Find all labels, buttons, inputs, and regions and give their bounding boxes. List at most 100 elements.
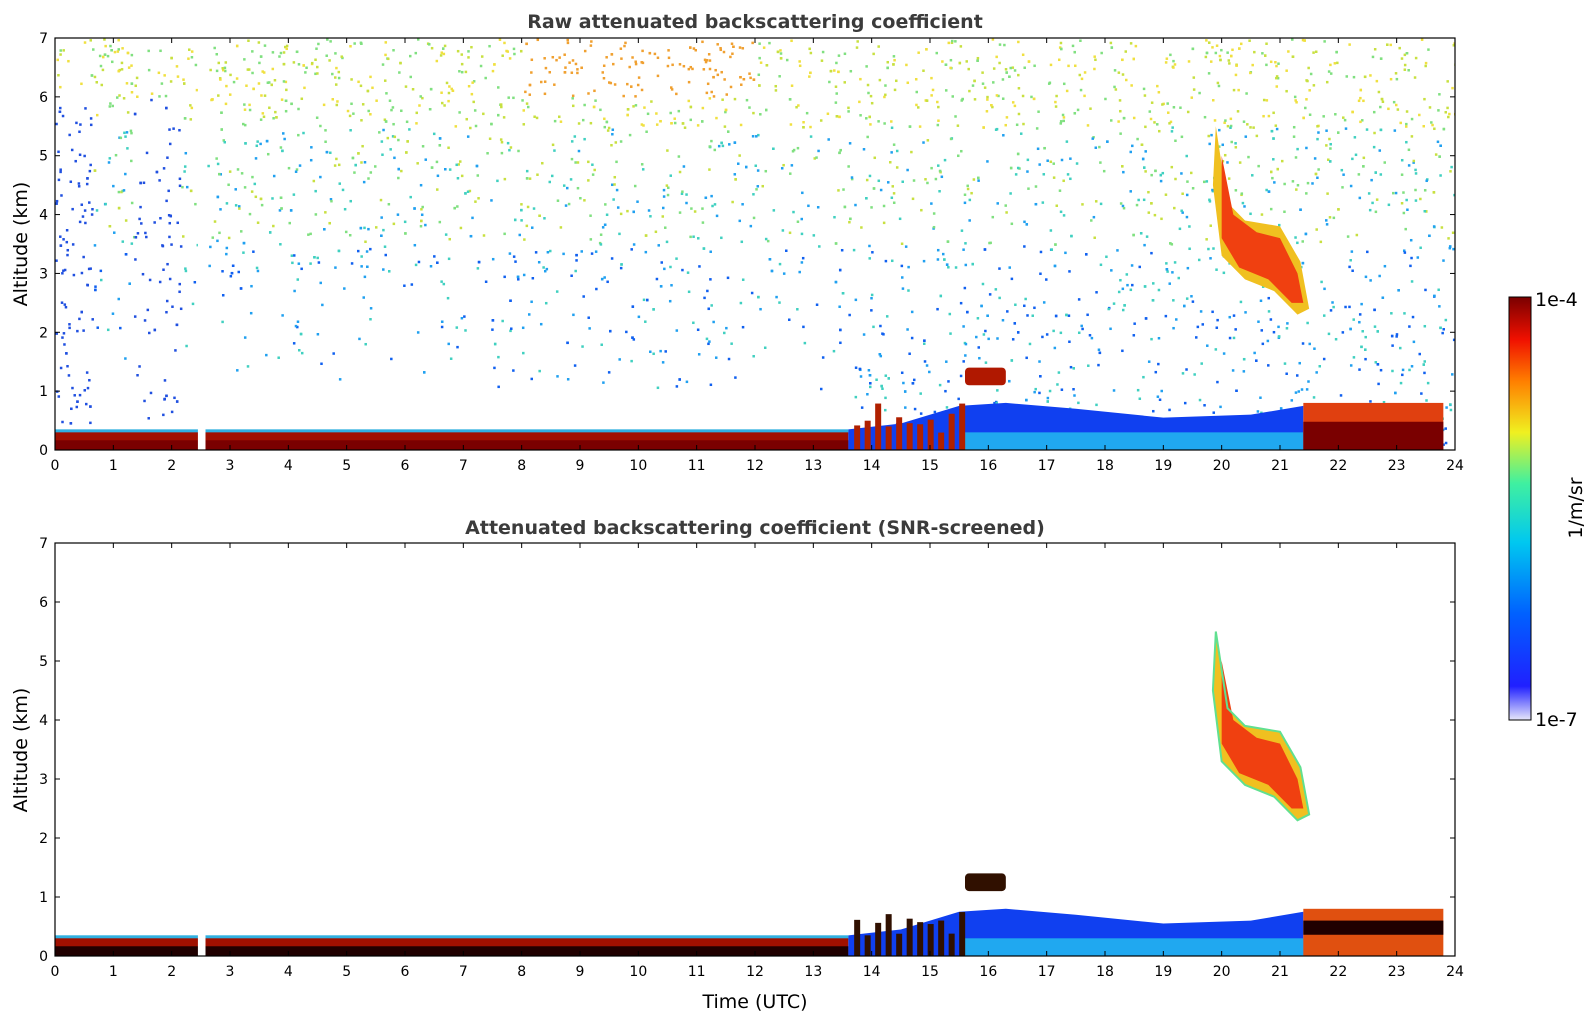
noise-pixel bbox=[1267, 364, 1270, 367]
noise-pixel bbox=[1236, 110, 1240, 113]
noise-pixel bbox=[59, 53, 62, 56]
noise-pixel bbox=[893, 58, 896, 62]
noise-pixel bbox=[1205, 51, 1209, 55]
noise-pixel bbox=[1244, 135, 1248, 138]
noise-pixel bbox=[938, 383, 942, 387]
noise-pixel bbox=[726, 130, 730, 133]
noise-pixel bbox=[774, 84, 778, 88]
noise-pixel bbox=[91, 207, 94, 211]
noise-pixel bbox=[947, 41, 951, 45]
noise-pixel bbox=[537, 260, 541, 264]
noise-pixel bbox=[313, 256, 316, 259]
noise-pixel bbox=[1334, 113, 1337, 116]
noise-pixel bbox=[1183, 304, 1186, 308]
noise-pixel bbox=[94, 288, 97, 292]
noise-pixel bbox=[662, 188, 666, 192]
y-tick-label: 0 bbox=[39, 443, 48, 459]
noise-pixel bbox=[1371, 201, 1374, 205]
noise-pixel bbox=[1307, 66, 1310, 70]
noise-pixel bbox=[1410, 280, 1414, 283]
noise-pixel bbox=[349, 129, 352, 132]
noise-pixel bbox=[908, 125, 912, 128]
noise-pixel bbox=[1080, 324, 1083, 328]
noise-pixel bbox=[1023, 245, 1026, 248]
noise-pixel bbox=[1033, 390, 1036, 394]
noise-pixel bbox=[1087, 364, 1090, 367]
noise-pixel bbox=[809, 71, 812, 75]
noise-pixel bbox=[1357, 99, 1361, 103]
noise-pixel bbox=[314, 213, 318, 216]
noise-pixel bbox=[867, 91, 870, 95]
noise-pixel bbox=[1428, 106, 1432, 109]
noise-pixel bbox=[223, 69, 227, 73]
noise-pixel bbox=[1119, 278, 1122, 282]
noise-pixel bbox=[1316, 125, 1319, 128]
noise-pixel bbox=[1129, 190, 1132, 193]
noise-pixel bbox=[640, 88, 644, 92]
y-tick-label: 5 bbox=[39, 149, 48, 165]
noise-pixel bbox=[1393, 129, 1397, 132]
noise-pixel bbox=[330, 199, 333, 203]
noise-pixel bbox=[280, 207, 283, 210]
noise-pixel bbox=[316, 256, 319, 260]
noise-pixel bbox=[522, 123, 526, 126]
noise-pixel bbox=[642, 298, 646, 302]
noise-pixel bbox=[1008, 266, 1011, 269]
noise-pixel bbox=[60, 301, 64, 304]
night-layer-lower bbox=[965, 938, 1304, 956]
noise-pixel bbox=[243, 103, 246, 106]
noise-pixel bbox=[523, 238, 526, 241]
noise-pixel bbox=[143, 319, 147, 322]
noise-pixel bbox=[297, 63, 301, 66]
noise-pixel bbox=[1408, 325, 1411, 328]
noise-pixel bbox=[1212, 99, 1215, 102]
noise-pixel bbox=[362, 180, 366, 184]
noise-pixel bbox=[655, 123, 659, 126]
noise-pixel bbox=[84, 221, 87, 225]
noise-pixel bbox=[284, 109, 288, 113]
noise-pixel bbox=[1172, 299, 1175, 302]
noise-pixel bbox=[1054, 105, 1058, 108]
noise-pixel bbox=[530, 226, 534, 229]
noise-pixel bbox=[1046, 159, 1049, 162]
noise-pixel bbox=[87, 267, 91, 271]
noise-pixel bbox=[1449, 170, 1452, 173]
noise-pixel bbox=[670, 122, 673, 125]
noise-pixel bbox=[396, 213, 400, 216]
noise-pixel bbox=[112, 184, 115, 188]
noise-pixel bbox=[316, 65, 319, 69]
noise-pixel bbox=[1022, 122, 1025, 126]
noise-pixel bbox=[255, 144, 259, 148]
noise-pixel bbox=[167, 189, 170, 193]
noise-pixel bbox=[538, 214, 541, 217]
noise-pixel bbox=[1283, 210, 1286, 214]
noise-pixel bbox=[715, 214, 719, 218]
noise-pixel bbox=[1058, 46, 1062, 49]
noise-pixel bbox=[1059, 41, 1063, 45]
noise-pixel bbox=[1013, 322, 1017, 325]
x-tick-label: 2 bbox=[167, 964, 176, 980]
noise-pixel bbox=[503, 41, 506, 45]
noise-pixel bbox=[83, 389, 87, 392]
noise-pixel bbox=[63, 343, 66, 346]
x-tick-label: 11 bbox=[688, 964, 706, 980]
noise-pixel bbox=[445, 81, 449, 85]
noise-pixel bbox=[738, 46, 742, 49]
noise-pixel bbox=[904, 245, 908, 248]
noise-pixel bbox=[248, 108, 252, 112]
noise-pixel bbox=[1038, 391, 1041, 395]
noise-pixel bbox=[1201, 323, 1205, 326]
noise-pixel bbox=[124, 172, 127, 176]
noise-pixel bbox=[930, 94, 933, 97]
noise-pixel bbox=[854, 366, 858, 369]
noise-pixel bbox=[176, 221, 179, 225]
aerosol-layer-core bbox=[55, 440, 849, 450]
x-tick-label: 17 bbox=[1038, 964, 1056, 980]
noise-pixel bbox=[367, 109, 370, 113]
noise-pixel bbox=[1171, 271, 1174, 274]
noise-pixel bbox=[285, 88, 288, 92]
noise-pixel bbox=[1092, 136, 1095, 139]
noise-pixel bbox=[733, 141, 737, 144]
noise-pixel bbox=[416, 331, 420, 334]
